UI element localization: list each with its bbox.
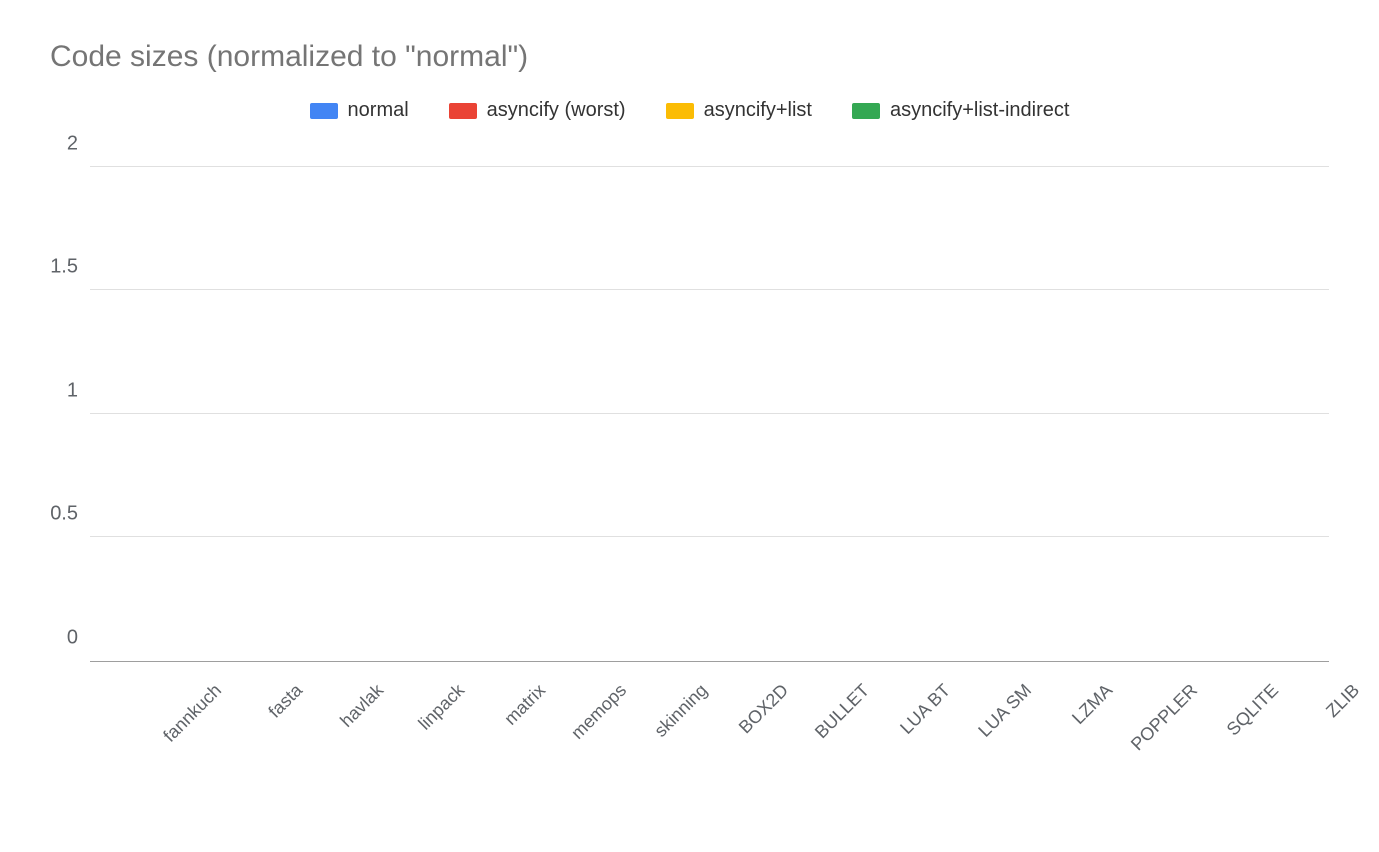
y-tick-label: 2 [67, 132, 90, 155]
legend-item: asyncify (worst) [449, 99, 626, 122]
x-axis-labels: fannkuchfastahavlaklinpackmatrixmemopssk… [90, 672, 1329, 693]
bars-layer [90, 142, 1329, 661]
legend-swatch [449, 103, 477, 119]
x-tick-label: BULLET [802, 680, 874, 752]
plot-area: 00.511.52 [90, 142, 1329, 662]
y-tick-label: 0 [67, 627, 90, 650]
gridline [90, 166, 1329, 167]
x-tick-label: fasta [235, 680, 307, 752]
x-tick-label: BOX2D [721, 680, 793, 752]
legend-item: asyncify+list-indirect [852, 99, 1070, 122]
x-tick-label: LZMA [1045, 680, 1117, 752]
y-tick-label: 0.5 [50, 503, 90, 526]
x-tick-label: matrix [478, 680, 550, 752]
x-tick-label: skinning [640, 680, 712, 752]
x-tick-label: LUA BT [883, 680, 955, 752]
legend-item: asyncify+list [666, 99, 812, 122]
gridline [90, 413, 1329, 414]
legend-label: normal [348, 99, 409, 122]
gridline [90, 289, 1329, 290]
y-tick-label: 1.5 [50, 256, 90, 279]
legend-label: asyncify+list [704, 99, 812, 122]
x-tick-label: SQLITE [1211, 680, 1283, 752]
legend-item: normal [310, 99, 409, 122]
legend-swatch [310, 103, 338, 119]
legend-label: asyncify+list-indirect [890, 99, 1070, 122]
y-tick-label: 1 [67, 379, 90, 402]
x-tick-label: fannkuch [154, 680, 226, 752]
x-tick-label: POPPLER [1127, 680, 1202, 755]
legend-swatch [666, 103, 694, 119]
x-tick-label: havlak [316, 680, 388, 752]
legend-swatch [852, 103, 880, 119]
legend-label: asyncify (worst) [487, 99, 626, 122]
legend: normal asyncify (worst) asyncify+list async… [50, 99, 1329, 122]
gridline [90, 536, 1329, 537]
x-tick-label: ZLIB [1292, 680, 1364, 752]
x-tick-label: LUA SM [964, 680, 1036, 752]
x-tick-label: linpack [397, 680, 469, 752]
chart-area: 00.511.52 fannkuchfastahavlaklinpackmatr… [90, 142, 1329, 693]
x-tick-label: memops [559, 680, 631, 752]
chart-title: Code sizes (normalized to "normal") [50, 40, 1329, 74]
